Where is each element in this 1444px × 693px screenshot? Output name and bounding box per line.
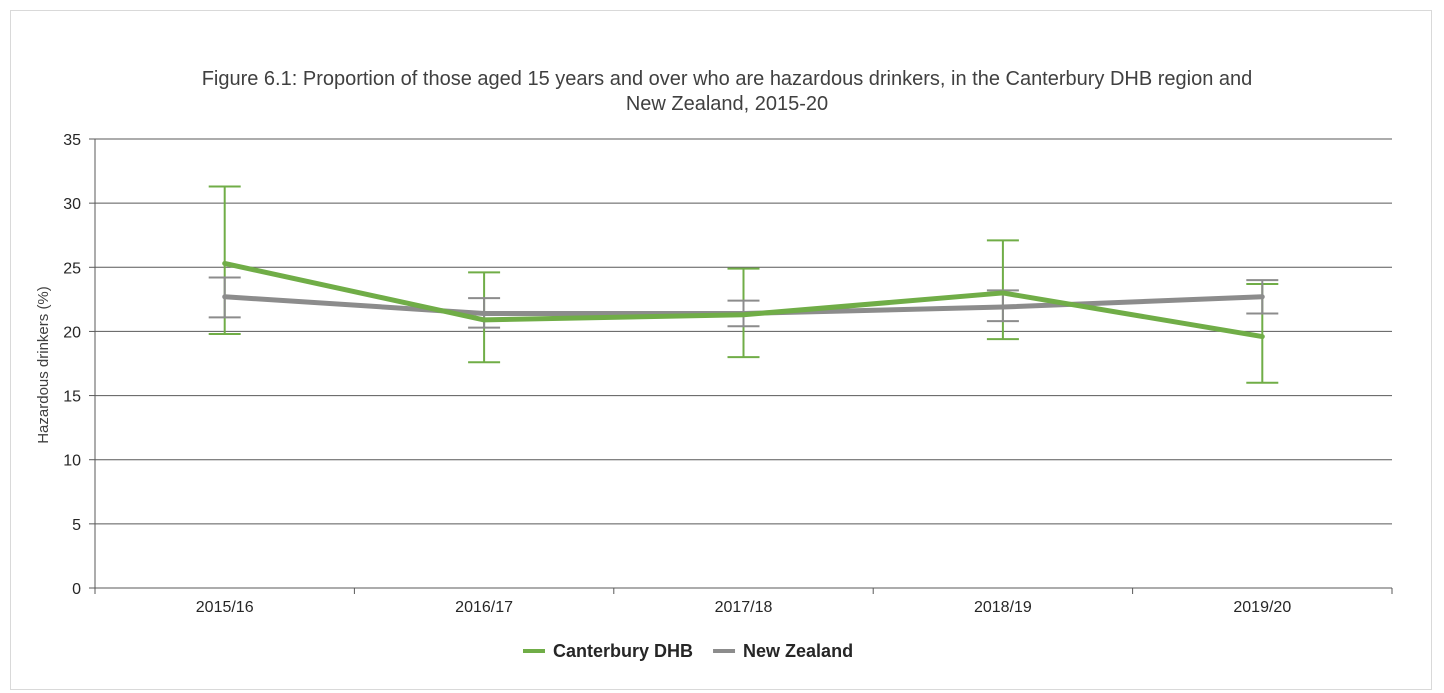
y-tick-label: 10	[63, 453, 81, 470]
y-tick-label: 35	[63, 132, 81, 149]
y-axis-label: Hazardous drinkers (%)	[35, 286, 52, 444]
y-tick-label: 20	[63, 324, 81, 341]
y-tick-label: 5	[72, 517, 81, 534]
legend: Canterbury DHB New Zealand	[523, 641, 853, 661]
series-line-canterbury-dhb	[222, 260, 1265, 340]
x-tick-label: 2016/17	[455, 599, 513, 616]
x-tick-label: 2018/19	[974, 599, 1032, 616]
x-tick-label: 2019/20	[1233, 599, 1291, 616]
y-tick-label: 0	[72, 581, 81, 598]
x-tick-label: 2017/18	[715, 599, 773, 616]
legend-label-new-zealand: New Zealand	[743, 641, 853, 661]
y-tick-label: 30	[63, 196, 81, 213]
gridlines	[95, 138, 1392, 525]
chart-title-line-2: New Zealand, 2015-20	[626, 93, 828, 115]
series-lines	[222, 260, 1265, 340]
error-bars	[208, 185, 1279, 384]
legend-label-canterbury-dhb: Canterbury DHB	[553, 641, 693, 661]
chart-title-line-1: Figure 6.1: Proportion of those aged 15 …	[202, 68, 1253, 90]
y-tick-label: 15	[63, 389, 81, 406]
x-tick-label: 2015/16	[196, 599, 254, 616]
y-tick-label: 25	[63, 260, 81, 277]
y-tick-labels: 0 5 10 15 20 25 30 35	[63, 132, 81, 598]
chart-frame	[10, 10, 1432, 690]
axes	[89, 138, 1393, 594]
x-tick-labels: 2015/16 2016/17 2017/18 2018/19 2019/20	[196, 599, 1292, 616]
